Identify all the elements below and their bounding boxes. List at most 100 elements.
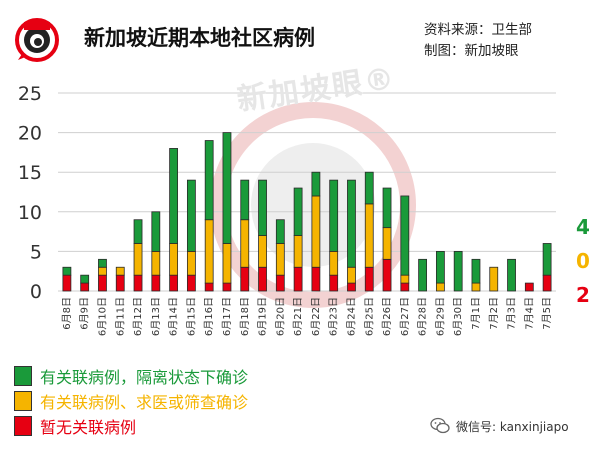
bar-segment xyxy=(293,235,303,268)
bar-segment xyxy=(115,274,125,292)
bar-segment xyxy=(98,274,107,292)
x-tick-label: 6月11日 xyxy=(114,297,126,336)
today-linked-quarantine: 4 xyxy=(576,215,590,239)
bar-segment xyxy=(133,274,143,292)
y-tick-label: 20 xyxy=(18,123,42,145)
bar-segment xyxy=(400,195,410,276)
x-tick-label: 6月14日 xyxy=(168,297,180,336)
chart-title: 新加坡近期本地社区病例 xyxy=(84,26,315,50)
bar-segment xyxy=(418,258,428,292)
bar-segment xyxy=(435,282,445,292)
wechat-icon xyxy=(430,417,450,434)
bar-segment xyxy=(471,282,481,292)
x-tick-label: 6月8日 xyxy=(61,297,73,330)
legend-label: 有关联病例，隔离状态下确诊 xyxy=(40,368,249,387)
bar-segment xyxy=(542,274,552,292)
x-tick-label: 7月3日 xyxy=(506,297,518,330)
maker-text: 制图：新加坡眼 xyxy=(424,43,519,59)
bar-segment xyxy=(151,274,161,292)
bar-segment xyxy=(62,266,72,276)
bar-segment xyxy=(311,171,321,197)
bar-segment xyxy=(133,219,143,244)
bar-segment xyxy=(80,274,90,284)
bar-segment xyxy=(311,266,321,292)
y-tick-label: 0 xyxy=(30,281,42,303)
bar-segment xyxy=(275,243,285,276)
legend-label: 暂无关联病例 xyxy=(40,418,137,437)
bar-segment xyxy=(329,179,339,252)
bar-segment xyxy=(435,250,445,284)
x-tick-label: 6月13日 xyxy=(150,297,162,336)
today-unlinked: 2 xyxy=(576,283,590,307)
stacked-bar-chart: 0 5 10 15 20 25 6月8日 6月9日 6月10日 6月11日 6月12日 6月13日 6月… xyxy=(18,83,556,336)
y-tick-label: 5 xyxy=(30,241,42,263)
bar-segment xyxy=(400,274,410,284)
bar-segment xyxy=(204,219,214,284)
legend-item-unlinked: 暂无关联病例 xyxy=(14,414,248,438)
bar-segment xyxy=(133,243,143,276)
bar-segment xyxy=(258,266,267,292)
bar-segment xyxy=(275,219,285,244)
x-tick-label: 6月29日 xyxy=(434,297,446,336)
bar-segment xyxy=(186,250,196,276)
bar-segment xyxy=(222,282,232,292)
x-tick-label: 6月9日 xyxy=(79,297,91,330)
bar-segment xyxy=(364,266,374,292)
x-tick-label: 6月16日 xyxy=(203,297,215,336)
bar-segment xyxy=(293,187,303,236)
bar-segment xyxy=(151,211,161,252)
bar-segment xyxy=(453,250,463,292)
bar-segment xyxy=(542,243,552,276)
bar-segment xyxy=(222,243,232,284)
bar-segment xyxy=(364,171,374,205)
bar-segment xyxy=(400,282,410,292)
bar-segment xyxy=(382,187,392,229)
x-tick-label: 6月21日 xyxy=(292,297,304,336)
bar-segment xyxy=(471,258,481,284)
x-tick-label: 6月25日 xyxy=(363,297,375,336)
legend-swatch-green xyxy=(14,366,32,386)
x-tick-label: 6月19日 xyxy=(257,297,269,336)
bar-segment xyxy=(240,266,250,292)
bar-segment xyxy=(258,235,267,268)
x-tick-label: 6月10日 xyxy=(96,297,108,336)
bar-segment xyxy=(240,219,250,268)
bar-segment xyxy=(347,179,356,268)
x-tick-label: 6月17日 xyxy=(221,297,233,336)
x-tick-label: 6月27日 xyxy=(399,297,411,336)
legend-item-linked-quarantine: 有关联病例，隔离状态下确诊 xyxy=(14,364,248,388)
bar-segment xyxy=(98,266,107,276)
x-tick-label: 7月1日 xyxy=(470,297,482,330)
bar-segment xyxy=(507,258,516,292)
bar-segment xyxy=(186,274,196,292)
bar-segment xyxy=(80,282,90,292)
x-tick-label: 6月22日 xyxy=(310,297,322,336)
bar-segment xyxy=(347,266,356,284)
y-tick-label: 15 xyxy=(18,162,42,184)
legend-label: 有关联病例、求医或筛查确诊 xyxy=(40,393,249,412)
bar-segment xyxy=(275,274,285,292)
bar-segment xyxy=(169,148,179,244)
bar-segment xyxy=(204,282,214,292)
bar-segment xyxy=(98,258,107,268)
bar-segment xyxy=(62,274,72,292)
bar-segment xyxy=(311,195,321,268)
bar-segment xyxy=(489,266,499,292)
bar-segment xyxy=(347,282,356,292)
x-tick-label: 6月30日 xyxy=(452,297,464,336)
bar-segment xyxy=(186,179,196,252)
logo-icon xyxy=(15,18,59,62)
legend-swatch-yellow xyxy=(14,391,32,411)
wechat-id: 微信号: kanxinjiapo xyxy=(430,417,569,435)
x-tick-label: 6月23日 xyxy=(328,297,340,336)
bar-segment xyxy=(382,258,392,292)
bar-segment xyxy=(329,274,339,292)
bar-segment xyxy=(258,179,267,236)
bar-segment xyxy=(204,140,214,221)
credits: 资料来源：卫生部 制图：新加坡眼 xyxy=(424,20,532,62)
y-tick-label: 10 xyxy=(18,202,42,224)
x-tick-label: 6月24日 xyxy=(345,297,357,336)
x-tick-label: 6月28日 xyxy=(417,297,429,336)
legend-item-linked-other: 有关联病例、求医或筛查确诊 xyxy=(14,389,248,413)
x-tick-label: 6月18日 xyxy=(239,297,251,336)
